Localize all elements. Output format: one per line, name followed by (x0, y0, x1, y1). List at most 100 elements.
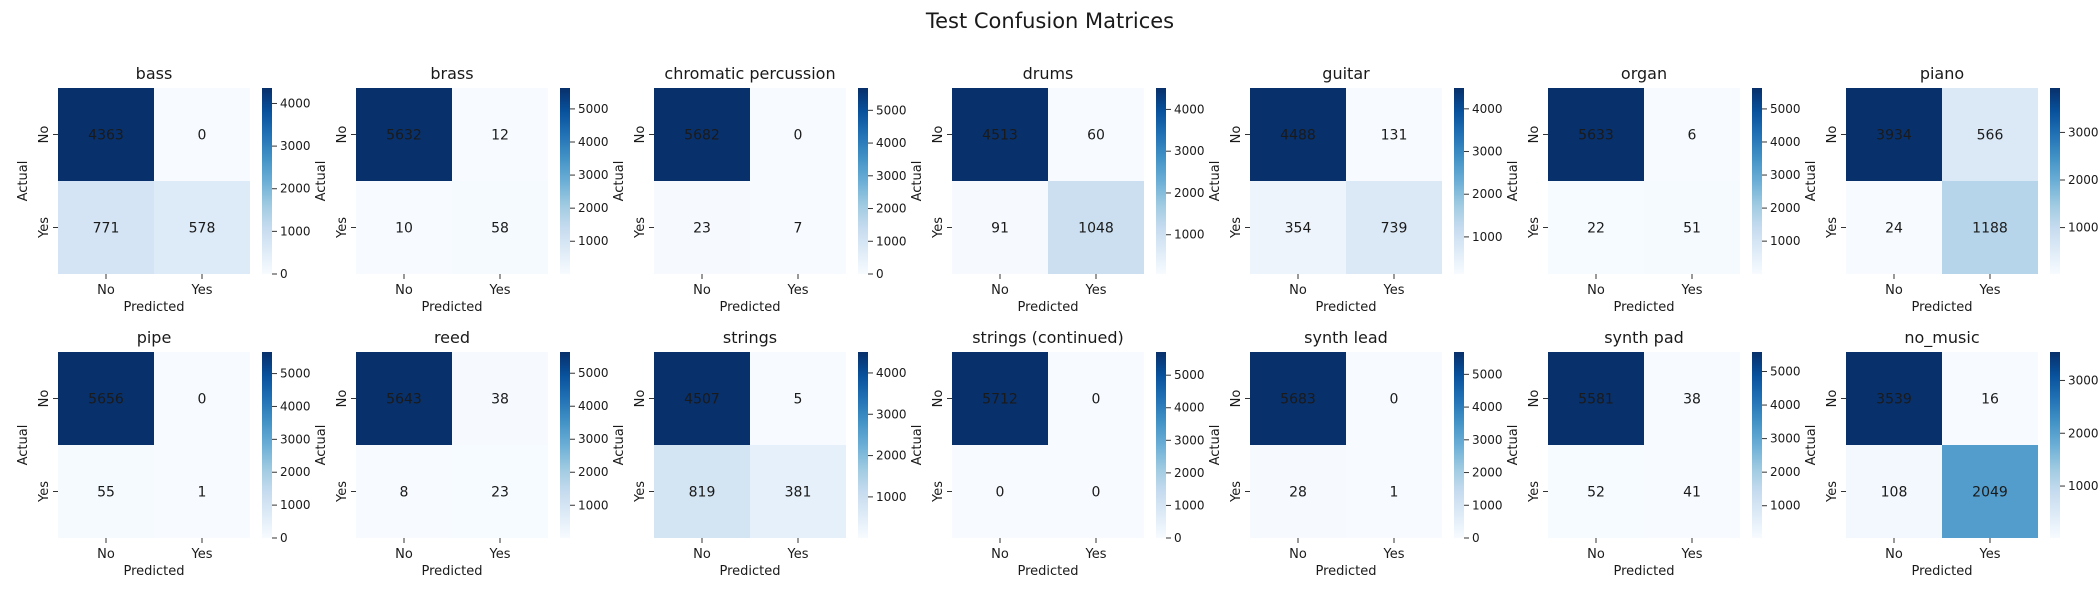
heatmap-cell (654, 445, 750, 538)
colorbar-tick-label: 1000 (1770, 234, 1801, 248)
cell-value: 578 (189, 221, 216, 237)
cell-value: 23 (693, 221, 711, 237)
colorbar-tick-label: 2000 (1472, 187, 1503, 201)
colorbar (560, 352, 570, 538)
x-tick-label: No (1289, 547, 1307, 562)
colorbar-tick-label: 1000 (280, 224, 311, 238)
heatmap-panel: guitar 4488 131 354 739 No Yes Predicted No Yes Ac… (1208, 64, 1503, 315)
x-tick-label: No (693, 283, 711, 298)
heatmap-cell (1942, 352, 2038, 445)
y-tick-label: Yes (1527, 217, 1542, 239)
colorbar-tick-label: 2000 (1174, 186, 1205, 200)
heatmap-panel: chromatic percussion 5682 0 23 7 No Yes Predict… (612, 64, 907, 315)
colorbar-tick-label: 2000 (1472, 466, 1503, 480)
y-tick-label: No (1825, 390, 1840, 408)
cell-value: 1188 (1972, 221, 2008, 237)
heatmap-cell (750, 352, 846, 445)
colorbar-tick-label: 4000 (280, 399, 311, 413)
x-tick-label: No (693, 547, 711, 562)
colorbar-tick-label: 2000 (2068, 426, 2099, 440)
colorbar-tick-label: 2000 (578, 201, 609, 215)
colorbar-tick-label: 3000 (1770, 432, 1801, 446)
colorbar-tick-label: 3000 (578, 432, 609, 446)
x-tick-label: No (1885, 547, 1903, 562)
cell-value: 5643 (386, 392, 422, 408)
cell-value: 8 (400, 485, 409, 501)
y-tick-label: Yes (37, 481, 52, 503)
colorbar-tick-label: 1000 (578, 234, 609, 248)
y-axis-label: Actual (16, 161, 31, 202)
y-tick-label: No (1825, 126, 1840, 144)
x-tick-label: No (1289, 283, 1307, 298)
panel-title: piano (1920, 64, 1964, 83)
colorbar-tick-label: 0 (280, 267, 288, 281)
colorbar-tick-label: 1000 (2068, 221, 2099, 235)
colorbar-tick-label: 1000 (578, 498, 609, 512)
y-axis-label: Actual (612, 425, 627, 466)
colorbar-tick-label: 0 (876, 267, 884, 281)
heatmap-cell (1644, 88, 1740, 181)
panel-title: chromatic percussion (664, 64, 835, 83)
cell-value: 5712 (982, 392, 1018, 408)
colorbar (560, 88, 570, 274)
x-axis-label: Predicted (1911, 564, 1972, 579)
colorbar (1156, 88, 1166, 274)
heatmap-cell (1048, 445, 1144, 538)
colorbar-tick-label: 1000 (1770, 499, 1801, 513)
heatmap-cell (452, 352, 548, 445)
cell-value: 7 (794, 221, 803, 237)
colorbar (1454, 88, 1464, 274)
x-axis-label: Predicted (1017, 564, 1078, 579)
colorbar-tick-label: 2000 (280, 465, 311, 479)
colorbar (2050, 352, 2060, 538)
x-tick-label: No (395, 283, 413, 298)
colorbar-tick-label: 0 (1472, 531, 1480, 545)
heatmap-cell (952, 352, 1048, 445)
x-tick-label: Yes (1681, 283, 1703, 298)
heatmap-cell (654, 352, 750, 445)
heatmap-cell (952, 88, 1048, 181)
x-tick-label: No (1885, 283, 1903, 298)
colorbar-tick-label: 0 (280, 531, 288, 545)
y-tick-label: Yes (1825, 481, 1840, 503)
cell-value: 58 (491, 221, 509, 237)
cell-value: 1048 (1078, 221, 1114, 237)
heatmap-cell (1846, 445, 1942, 538)
colorbar (1752, 352, 1762, 538)
panel-title: no_music (1904, 328, 1979, 348)
heatmap-cell (356, 445, 452, 538)
x-tick-label: No (1587, 283, 1605, 298)
heatmap-cell (452, 181, 548, 274)
heatmap-cell (1048, 181, 1144, 274)
panel-title: brass (430, 64, 473, 83)
cell-value: 5 (794, 392, 803, 408)
y-axis-label: Actual (1208, 161, 1223, 202)
heatmap-panel: reed 5643 38 8 23 No Yes Predicted No Yes Actual 10… (314, 328, 609, 579)
y-tick-label: Yes (1527, 481, 1542, 503)
heatmap-panel: strings 4507 5 819 381 No Yes Predicted No Yes Act… (612, 328, 907, 579)
cell-value: 4513 (982, 128, 1018, 144)
heatmap-panel: piano 3934 566 24 1188 No Yes Predicted No Yes Act… (1804, 64, 2099, 315)
colorbar-tick-label: 5000 (578, 102, 609, 116)
colorbar-tick-label: 0 (1174, 531, 1182, 545)
heatmap-panel: drums 4513 60 91 1048 No Yes Predicted No Yes Actu… (910, 64, 1205, 315)
heatmap-cell (1548, 181, 1644, 274)
panel-title: pipe (137, 328, 172, 347)
cell-value: 91 (991, 221, 1009, 237)
heatmap-cell (58, 445, 154, 538)
cell-value: 52 (1587, 485, 1605, 501)
heatmap-cell (1942, 88, 2038, 181)
y-tick-label: No (931, 390, 946, 408)
colorbar-tick-label: 3000 (578, 168, 609, 182)
heatmap-cell (952, 181, 1048, 274)
y-tick-label: No (1527, 390, 1542, 408)
panel-title: bass (136, 64, 173, 83)
x-tick-label: No (395, 547, 413, 562)
heatmap-cell (356, 352, 452, 445)
heatmap-cell (1548, 352, 1644, 445)
cell-value: 10 (395, 221, 413, 237)
y-axis-label: Actual (1208, 425, 1223, 466)
heatmap-cell (452, 445, 548, 538)
colorbar-tick-label: 1000 (2068, 479, 2099, 493)
x-tick-label: Yes (1085, 283, 1107, 298)
